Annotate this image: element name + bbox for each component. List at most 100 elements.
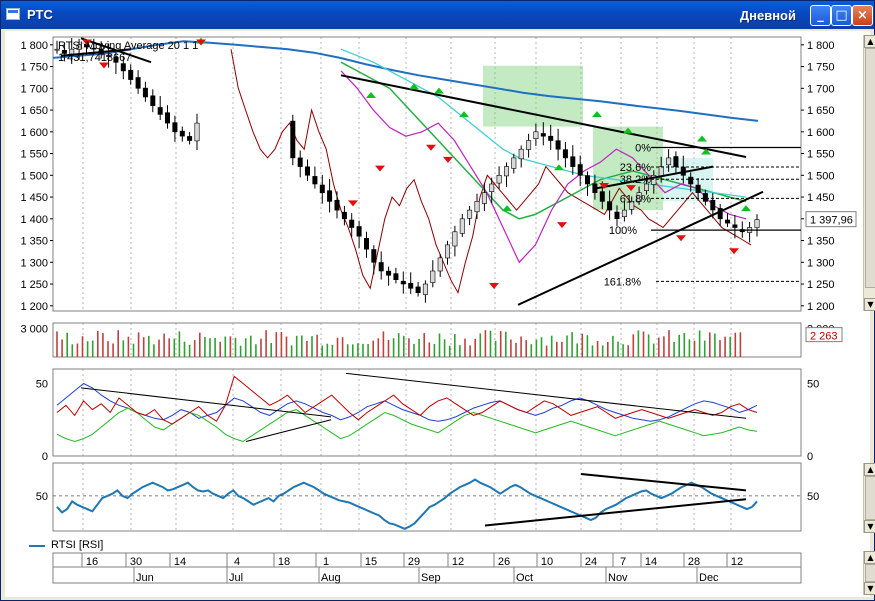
x-axis-frame — [52, 552, 802, 584]
up-signal-arrow-icon — [741, 205, 751, 212]
up-signal-arrow-icon — [409, 83, 419, 90]
candle-body — [688, 176, 694, 185]
fib-level-label: 23.6% — [620, 162, 651, 174]
fib-level-label: 100% — [609, 225, 637, 237]
adx-tick-right: 0 — [807, 451, 813, 463]
month-label: Oct — [516, 572, 533, 584]
scroll-up-icon[interactable]: ▲ — [864, 35, 875, 48]
candle-body — [334, 200, 340, 211]
scroll-up-icon[interactable]: ▲ — [864, 463, 875, 476]
candle-body — [666, 157, 672, 166]
down-signal-arrow-icon — [557, 222, 567, 229]
adx-tick-right: 50 — [807, 379, 819, 391]
candle-body — [194, 122, 200, 142]
candle-body — [754, 219, 760, 228]
candle-body — [607, 201, 613, 211]
di-minus-line — [56, 375, 758, 425]
candle-body — [489, 183, 495, 192]
trend-line — [80, 37, 152, 64]
rsi-tick-right: 50 — [807, 491, 819, 503]
price-tick-left: 1 600 — [20, 127, 48, 139]
scroll-up-icon[interactable]: ▲ — [864, 551, 875, 564]
adx-tick-left: 50 — [36, 379, 48, 391]
down-signal-arrow-icon — [489, 283, 499, 290]
volume-tick-left: 3 000 — [20, 324, 48, 336]
rsi-scrollbar[interactable]: ▲ ▼ — [863, 463, 875, 533]
day-label: 14 — [645, 556, 657, 568]
up-signal-arrow-icon — [434, 87, 444, 94]
month-label: Dec — [699, 572, 719, 584]
fib-level-label: 0% — [635, 142, 651, 154]
day-label: 14 — [174, 556, 186, 568]
candle-body — [187, 136, 193, 141]
candle-body — [327, 190, 333, 202]
chart-area: 1 800 1 800 1 750 1 750 1 700 1 700 1 650 1 650… — [5, 31, 875, 597]
candle-body — [467, 209, 473, 219]
day-label: 26 — [498, 556, 510, 568]
last-price-box — [805, 211, 857, 228]
volume-last-label: 2 263 — [810, 331, 838, 343]
candle-body — [533, 131, 539, 140]
candle-body — [540, 133, 546, 137]
candle-body — [651, 175, 657, 185]
candle-body — [422, 283, 428, 295]
candle-body — [135, 77, 141, 89]
candle-body — [349, 219, 355, 228]
scroll-thumb[interactable] — [865, 476, 875, 520]
candle-body — [548, 135, 554, 141]
price-tick-left: 1 550 — [20, 149, 48, 161]
down-signal-arrow-icon — [196, 39, 206, 46]
up-signal-arrow-icon — [502, 205, 512, 212]
time-scrollbar[interactable]: ▲ ▼ — [863, 551, 875, 595]
up-signal-arrow-icon — [623, 127, 633, 134]
candle-body — [555, 140, 561, 150]
down-signal-arrow-icon — [443, 156, 453, 163]
month-label: Aug — [321, 572, 341, 584]
tenkan-line — [340, 48, 747, 198]
candle-body — [599, 191, 605, 202]
price-tick-left: 1 500 — [20, 170, 48, 182]
candle-body — [341, 211, 347, 220]
fib-level-label: 161.8% — [604, 276, 642, 288]
day-label: 24 — [585, 556, 597, 568]
down-signal-arrow-icon — [99, 62, 109, 69]
candle-body — [415, 286, 421, 293]
candle-body — [724, 219, 730, 224]
scroll-down-icon[interactable]: ▼ — [864, 520, 875, 533]
candle-body — [393, 273, 399, 281]
price-scrollbar[interactable]: ▲ ▼ — [863, 35, 875, 311]
day-label: 15 — [365, 556, 377, 568]
candle-body — [128, 69, 134, 80]
down-signal-arrow-icon — [375, 165, 385, 172]
candle-body — [444, 244, 450, 259]
candle-body — [526, 140, 532, 150]
candle-body — [165, 112, 171, 124]
up-signal-arrow-icon — [701, 148, 711, 155]
candle-body — [562, 149, 568, 159]
title-bar[interactable]: РТС Дневной _ □ × — [1, 1, 874, 29]
scroll-down-icon[interactable]: ▼ — [864, 582, 875, 595]
volume-last-box — [805, 327, 843, 343]
scroll-thumb[interactable] — [865, 564, 875, 582]
price-tick-left: 1 700 — [20, 83, 48, 95]
candle-body — [710, 200, 716, 211]
candle-body — [157, 107, 163, 115]
day-label: 16 — [86, 556, 98, 568]
minimize-button[interactable]: _ — [810, 5, 831, 26]
price-tick-right: 1 450 — [807, 192, 835, 204]
down-signal-arrow-icon — [348, 200, 358, 207]
candle-body — [636, 192, 642, 202]
maximize-button[interactable]: □ — [831, 5, 852, 26]
candle-body — [172, 122, 178, 133]
candle-body — [614, 211, 620, 219]
day-label: 18 — [278, 556, 290, 568]
scroll-down-icon[interactable]: ▼ — [864, 298, 875, 311]
down-signal-arrow-icon — [676, 235, 686, 242]
candle-body — [113, 57, 119, 63]
close-button[interactable]: × — [852, 5, 873, 26]
scroll-thumb[interactable] — [865, 48, 875, 288]
day-label: 10 — [541, 556, 553, 568]
candle-body — [430, 270, 436, 283]
